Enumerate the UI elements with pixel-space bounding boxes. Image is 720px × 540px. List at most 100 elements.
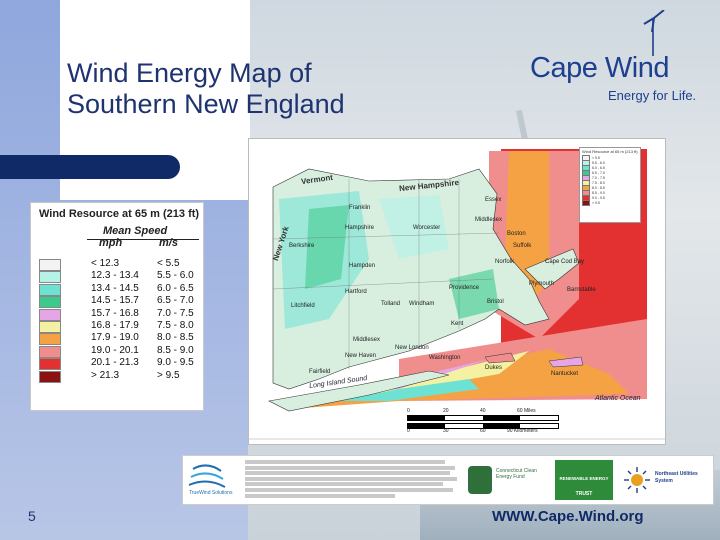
place-label: Litchfield [291,303,315,309]
legend-mph: > 21.3 [91,369,120,381]
legend-swatch [39,259,61,271]
wind-legend: Wind Resource at 65 m (213 ft) Mean Spee… [30,202,204,411]
place-label: Cape Cod Bay [545,259,585,265]
truewind-label: TrueWind Solutions [189,490,233,496]
legend-swatch [39,271,61,284]
place-label: Berkshire [289,243,315,249]
legend-mph: 19.0 - 20.1 [91,344,139,356]
place-label: Tolland [381,301,401,307]
legend-ms: 6.5 - 7.0 [157,295,194,307]
ccef-logo: Connecticut Clean Energy Fund [468,462,548,496]
place-label: Franklin [349,205,371,211]
legend-title: Wind Resource at 65 m (213 ft) [39,208,200,220]
inset-legend-row: > 9.5 [580,199,640,206]
legend-swatch [39,308,61,321]
credits-fine-print [245,460,457,499]
legend-row: 20.1 - 21.3 9.0 - 9.5 [39,357,199,371]
legend-ms: 9.0 - 9.5 [157,357,194,369]
legend-column-ms: m/s [159,237,178,249]
legend-ms: < 5.5 [157,258,180,269]
legend-swatch [39,320,61,333]
legend-mph: 12.3 - 13.4 [91,270,139,282]
map-inset-legend: Wind Resource at 65 m (213 ft) < 5.5 5.5… [579,147,641,223]
legend-mph: 14.5 - 15.7 [91,295,139,307]
legend-row: 17.9 - 19.0 8.0 - 8.5 [39,332,199,346]
map-scale-bar: 0 20 40 60 Miles 0 30 60 90 Kilometers [407,407,559,434]
legend-swatch [39,296,61,309]
scale-km [407,423,559,429]
truewind-logo [188,464,226,488]
sun-icon [624,467,650,493]
legend-ms: 7.5 - 8.0 [157,319,194,331]
legend-swatch [39,333,61,346]
legend-row: 12.3 - 13.4 5.5 - 6.0 [39,270,199,284]
place-label: Middlesex [353,337,381,343]
legend-ms: 8.0 - 8.5 [157,332,194,344]
northeast-utilities-logo: Northeast Utilities System [623,464,709,496]
legend-mph: < 12.3 [91,258,120,269]
nu-label: Northeast Utilities System [655,471,698,484]
legend-row: 14.5 - 15.7 6.5 - 7.0 [39,295,199,309]
legend-mph: 20.1 - 21.3 [91,357,139,369]
scale-label: 60 [480,428,486,434]
place-label: Hartford [345,289,367,295]
turbine-icon [643,10,665,56]
legend-row: 15.7 - 16.8 7.0 - 7.5 [39,307,199,321]
page-title: Wind Energy Map of Southern New England [67,58,345,119]
legend-row: 16.8 - 17.9 7.5 - 8.0 [39,319,199,333]
place-label: New Haven [345,353,377,359]
place-label: Kent [451,321,464,327]
place-label: Boston [507,231,526,237]
scale-label: 0 [407,428,410,434]
mass-label: RENEWABLE ENERGY [559,476,609,481]
scale-label: 60 Miles [517,408,536,414]
place-label: Plymouth [529,281,555,287]
place-label: Hampden [349,263,376,269]
place-label: Middlesex [475,217,503,223]
legend-ms: > 9.5 [157,369,180,381]
legend-row: 19.0 - 20.1 8.5 - 9.0 [39,344,199,358]
legend-rows: < 12.3 < 5.5 12.3 - 13.4 5.5 - 6.0 13.4 - … [39,258,199,383]
legend-swatch [39,370,61,383]
scale-label: 20 [443,408,449,414]
place-label: Washington [429,355,461,361]
legend-mph: 15.7 - 16.8 [91,307,139,319]
water-label: Atlantic Ocean [595,395,641,402]
legend-ms: 8.5 - 9.0 [157,344,194,356]
place-label: Suffolk [513,243,532,249]
inset-legend-title: Wind Resource at 65 m (213 ft) [582,149,638,154]
mass-tech-logo: RENEWABLE ENERGY TRUST [555,460,613,500]
scale-label: 30 [443,428,449,434]
legend-column-mph: mph [99,237,123,249]
scale-label: 40 [480,408,486,414]
website-link[interactable]: WWW.Cape.Wind.org [492,508,644,525]
ccef-label: Connecticut Clean Energy Fund [496,468,537,480]
ccef-badge-icon [468,466,492,494]
legend-row: > 21.3 > 9.5 [39,369,199,383]
place-label: Essex [485,197,502,203]
place-label: Barnstable [567,287,596,293]
legend-divider [87,239,199,240]
place-label: New London [395,345,429,351]
place-label: Hampshire [345,225,375,231]
place-label: Dukes [485,365,503,371]
place-label: Worcester [413,225,441,231]
legend-mph: 17.9 - 19.0 [91,332,139,344]
legend-ms: 7.0 - 7.5 [157,307,194,319]
legend-swatch [39,358,61,371]
legend-mph: 13.4 - 14.5 [91,282,139,294]
scale-miles [407,415,559,421]
place-label: Bristol [487,299,504,305]
legend-subtitle: Mean Speed [103,225,168,237]
place-label: Windham [409,301,435,307]
wind-map: Vermont New Hampshire New York Franklin … [248,138,666,445]
place-label: Fairfield [309,369,331,375]
mass-trust-label: TRUST [575,491,593,497]
scale-label: 0 [407,408,410,414]
sponsor-strip: TrueWind Solutions Connecticut Clean Ene… [182,455,714,505]
legend-row: < 12.3 < 5.5 [39,258,199,271]
legend-mph: 16.8 - 17.9 [91,319,139,331]
legend-row: 13.4 - 14.5 6.0 - 6.5 [39,282,199,296]
cape-wind-logo: Cape Wind Energy for Life. [520,10,716,110]
place-label: Norfolk [495,259,515,265]
